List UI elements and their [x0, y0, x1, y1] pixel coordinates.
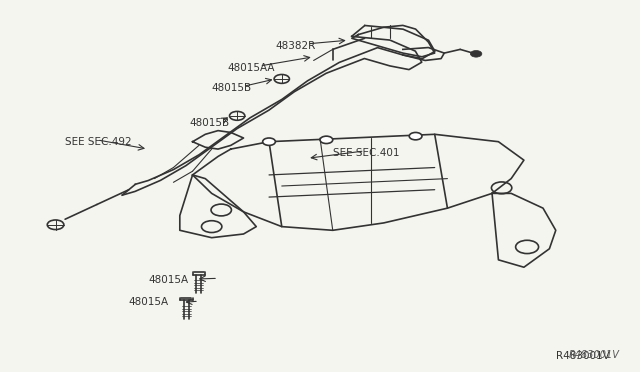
Text: R483001V: R483001V [568, 350, 620, 359]
Text: SEE SEC.401: SEE SEC.401 [333, 148, 399, 158]
Circle shape [320, 136, 333, 144]
Text: 48015AA: 48015AA [228, 63, 275, 73]
Text: 48015A: 48015A [148, 275, 188, 285]
Text: 48015A: 48015A [129, 297, 169, 307]
Text: 48015B: 48015B [212, 83, 252, 93]
Text: SEE SEC.492: SEE SEC.492 [65, 137, 132, 147]
Text: 48382R: 48382R [275, 41, 316, 51]
Circle shape [470, 51, 482, 57]
Text: R483001V: R483001V [556, 351, 609, 361]
Text: 48015B: 48015B [189, 118, 230, 128]
Circle shape [262, 138, 275, 145]
Circle shape [409, 132, 422, 140]
